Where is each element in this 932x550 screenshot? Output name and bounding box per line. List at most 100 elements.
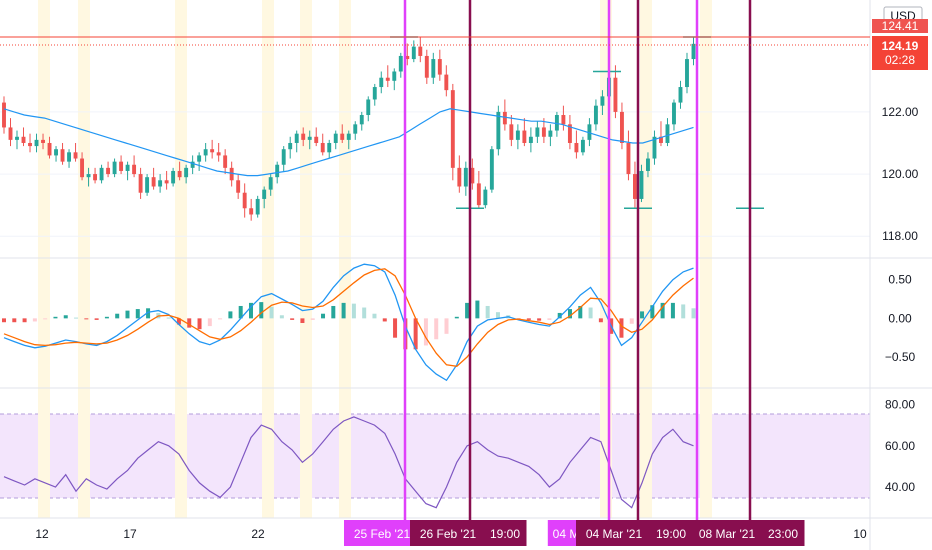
candle-body bbox=[672, 102, 676, 125]
vertical-markers bbox=[403, 0, 752, 545]
candle-body bbox=[398, 55, 403, 72]
time-tag-bg bbox=[576, 520, 652, 546]
candle-body bbox=[216, 152, 221, 156]
candle-body bbox=[437, 59, 442, 75]
candle-body bbox=[340, 133, 345, 140]
candle-body bbox=[613, 77, 618, 112]
macd-histogram-bar bbox=[691, 308, 696, 319]
time-tag-bg bbox=[649, 520, 693, 546]
session-shade bbox=[78, 0, 90, 518]
candle-body bbox=[223, 155, 228, 168]
candle-body bbox=[496, 111, 501, 150]
price-tick-label: 120.00 bbox=[882, 167, 919, 181]
candle-body bbox=[502, 111, 507, 125]
candle-body bbox=[197, 155, 202, 162]
candle-body bbox=[67, 152, 71, 162]
candle-body bbox=[528, 136, 533, 143]
candle-body bbox=[379, 77, 384, 88]
candle-body bbox=[554, 115, 559, 131]
candle-body bbox=[301, 133, 306, 140]
macd-histogram-bar bbox=[681, 304, 686, 319]
time-tag-bg bbox=[761, 520, 805, 546]
candle-body bbox=[561, 115, 566, 125]
macd-histogram-bar bbox=[331, 305, 336, 319]
session-shade bbox=[300, 0, 312, 518]
candle-body bbox=[385, 77, 390, 81]
candle-body bbox=[457, 167, 462, 187]
time-tag-bg bbox=[410, 520, 486, 546]
macd-panel bbox=[2, 263, 696, 382]
candle-body bbox=[203, 149, 208, 156]
macd-histogram-bar bbox=[176, 318, 181, 325]
candle-body bbox=[450, 90, 455, 168]
macd-histogram-bar bbox=[84, 318, 89, 320]
candle-body bbox=[567, 124, 572, 143]
macd-histogram-bar bbox=[619, 318, 624, 338]
time-tag-bg bbox=[344, 520, 420, 546]
candle-body bbox=[138, 174, 143, 193]
rsi-tick-label: 80.00 bbox=[885, 398, 915, 412]
candle-body bbox=[320, 142, 325, 153]
candle-body bbox=[346, 133, 351, 140]
macd-histogram-bar bbox=[475, 300, 480, 319]
candle-body bbox=[476, 183, 481, 206]
candle-body bbox=[483, 189, 488, 206]
macd-tick-label: 0.50 bbox=[888, 273, 912, 287]
candle-body bbox=[41, 139, 45, 143]
candle-body bbox=[99, 167, 104, 181]
candle-body bbox=[307, 136, 312, 140]
macd-histogram-bar bbox=[43, 318, 48, 320]
candle-body bbox=[633, 174, 637, 199]
macd-histogram-bar bbox=[259, 302, 264, 319]
candle-body bbox=[411, 46, 416, 60]
candle-body bbox=[685, 59, 689, 88]
macd-histogram-bar bbox=[104, 316, 109, 319]
macd-histogram-bar bbox=[135, 309, 140, 319]
macd-histogram-bar bbox=[526, 318, 531, 320]
candle-body bbox=[392, 71, 397, 81]
macd-histogram-bar bbox=[146, 308, 151, 319]
macd-histogram-bar bbox=[94, 318, 99, 320]
candle-body bbox=[275, 164, 280, 178]
time-tag-bg bbox=[483, 520, 527, 546]
candle-body bbox=[659, 136, 663, 143]
macd-histogram-bar bbox=[74, 317, 79, 319]
candle-body bbox=[294, 133, 299, 143]
candle-body bbox=[34, 139, 39, 147]
candle-body bbox=[333, 133, 338, 143]
macd-histogram-bar bbox=[660, 302, 665, 319]
candle-body bbox=[535, 127, 540, 137]
candle-body bbox=[190, 161, 195, 168]
candle-body bbox=[418, 46, 423, 56]
candle-body bbox=[125, 164, 130, 171]
signal-line bbox=[3, 268, 694, 367]
time-tick-label: 04 M bbox=[553, 527, 580, 541]
candle-body bbox=[119, 161, 124, 171]
macd-histogram-bar bbox=[393, 318, 398, 338]
candle-body bbox=[593, 105, 598, 125]
macd-histogram-bar bbox=[588, 307, 593, 319]
rsi-panel bbox=[3, 416, 694, 509]
price-tick-label: 122.00 bbox=[882, 105, 919, 119]
candle-body bbox=[106, 167, 111, 175]
macd-histogram-bar bbox=[2, 318, 6, 323]
macd-histogram-bar bbox=[629, 318, 634, 324]
candle-body bbox=[444, 74, 449, 91]
price-tag-countdown: 02:28 bbox=[885, 53, 915, 67]
macd-histogram-bar bbox=[115, 313, 120, 319]
candle-body bbox=[177, 170, 182, 178]
macd-histogram-bar bbox=[300, 318, 305, 323]
candle-body bbox=[626, 142, 631, 175]
candle-body bbox=[463, 167, 468, 187]
candle-body bbox=[548, 130, 553, 137]
macd-histogram-bar bbox=[238, 305, 243, 319]
candle-body bbox=[405, 55, 410, 60]
macd-histogram-bar bbox=[578, 305, 583, 319]
macd-histogram-bar bbox=[434, 318, 439, 340]
macd-histogram-bar bbox=[12, 318, 17, 323]
candle-body bbox=[210, 149, 215, 153]
rsi-line bbox=[3, 416, 694, 509]
macd-histogram-bar bbox=[547, 318, 552, 320]
